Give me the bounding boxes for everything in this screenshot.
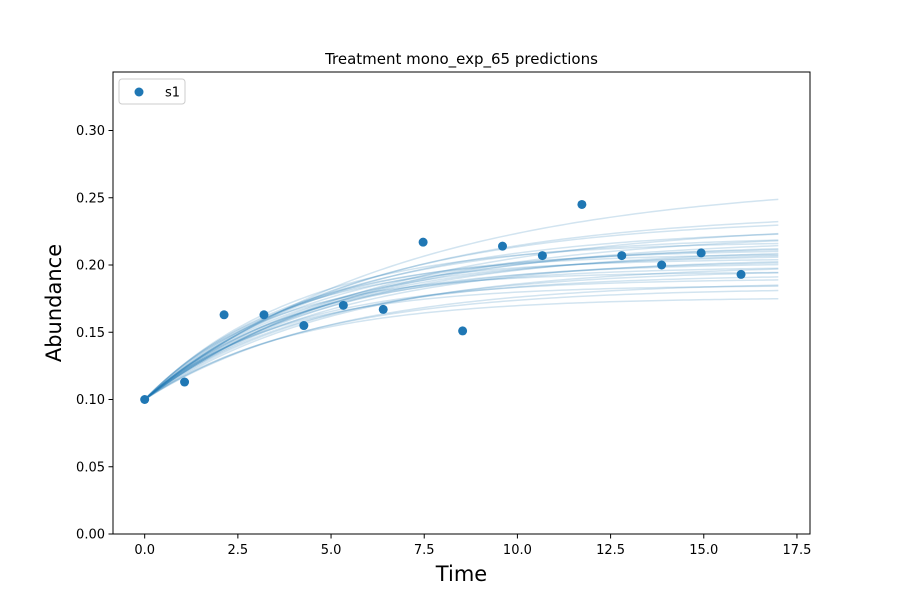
prediction-curve-30 [144,198,779,401]
data-point-3 [219,310,229,320]
prediction-curve-15 [144,256,779,401]
x-axis: 0.0 2.5 5.0 7.5 10.0 12.5 15.0 17.5 [134,534,811,558]
prediction-curve-20 [144,249,779,401]
data-point-14 [657,260,667,270]
data-point-11 [537,251,547,261]
data-point-15 [696,248,706,258]
x-tick-label: 5.0 [321,543,342,558]
y-tick-label: 0.05 [76,460,105,475]
prediction-curve-26 [144,233,779,401]
y-axis: 0.00 0.05 0.10 0.15 0.20 0.25 0.30 [76,124,113,543]
prediction-curve-6 [144,276,779,401]
data-point-9 [458,326,468,336]
data-point-6 [338,300,348,310]
prediction-curve-24 [144,239,779,401]
x-tick-label: 0.0 [134,543,155,558]
data-points [140,199,746,405]
prediction-curve-12 [144,262,779,401]
data-point-1 [140,395,150,405]
y-tick-label: 0.10 [76,393,105,408]
data-point-2 [180,377,190,387]
prediction-curve-10 [144,268,779,401]
y-tick-label: 0.20 [76,259,105,274]
y-tick-label: 0.30 [76,124,105,139]
data-point-4 [259,310,269,320]
y-axis-label: Abundance [42,244,66,362]
y-tick-label: 0.00 [76,528,105,543]
legend-label: s1 [165,86,180,101]
prediction-curve-17 [144,254,779,401]
prediction-curve-27 [144,232,779,401]
prediction-curve-4 [144,284,779,401]
prediction-curve-19 [144,252,779,401]
plot-frame [112,71,811,535]
prediction-curve-25 [144,239,779,401]
prediction-curve-1 [144,297,779,401]
x-tick-label: 15.0 [689,543,718,558]
prediction-curve-11 [144,263,779,401]
prediction-curve-22 [144,242,779,401]
data-point-8 [418,237,428,247]
prediction-curve-21 [144,247,779,401]
prediction-curve-9 [144,267,779,401]
prediction-curve-2 [144,289,779,401]
x-tick-label: 2.5 [228,543,249,558]
prediction-curve-23 [144,244,779,401]
prediction-curve-13 [144,258,779,401]
x-tick-label: 12.5 [596,543,625,558]
legend-marker [134,87,144,97]
prediction-curve-5 [144,279,779,401]
prediction-curve-28 [144,224,779,401]
y-tick-label: 0.15 [76,326,105,341]
data-point-7 [378,304,388,314]
prediction-curve-8 [144,271,779,401]
data-point-13 [617,251,627,261]
prediction-curve-3 [144,285,779,401]
chart-title: Treatment mono_exp_65 predictions [324,50,598,69]
prediction-curve-14 [144,260,779,401]
data-point-16 [736,269,746,279]
prediction-curves [144,198,779,401]
data-point-12 [577,199,587,209]
data-point-5 [299,321,309,331]
y-tick-label: 0.25 [76,191,105,206]
x-axis-label: Time [435,562,487,586]
data-point-10 [498,241,507,251]
prediction-curve-29 [144,220,779,401]
x-tick-label: 7.5 [414,543,435,558]
x-tick-label: 10.0 [503,543,532,558]
prediction-curve-7 [144,271,779,401]
prediction-curve-16 [144,253,779,401]
legend: s1 [118,78,186,105]
x-tick-label: 17.5 [782,543,811,558]
prediction-curve-18 [144,250,779,401]
legend-box [118,78,186,105]
